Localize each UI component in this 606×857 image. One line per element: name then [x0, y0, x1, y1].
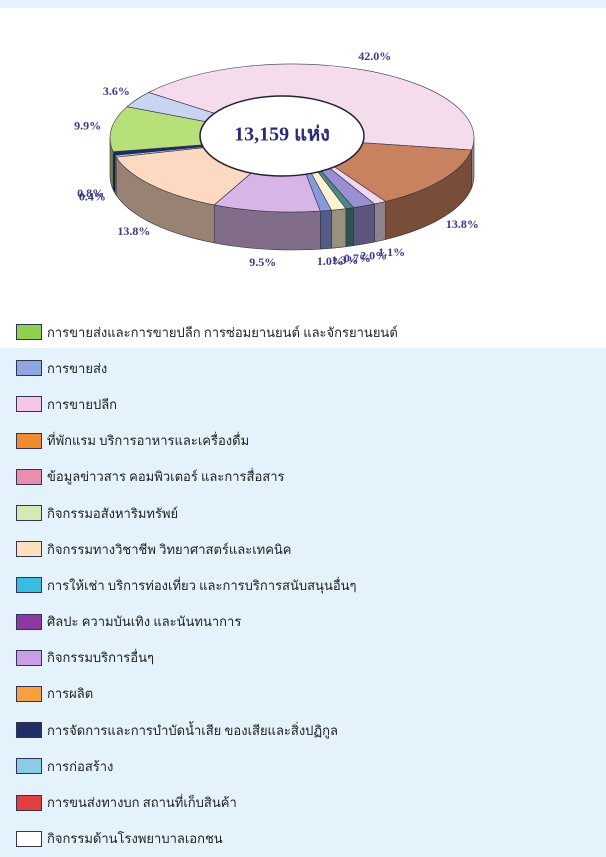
- legend-label: การขายส่ง: [47, 360, 108, 376]
- center-label: 13,159 แห่ง: [234, 124, 330, 146]
- value-label: 0.4%: [79, 189, 106, 203]
- value-label: 2.0%: [360, 249, 387, 263]
- legend-swatch: [16, 577, 42, 594]
- slice-wall: [353, 203, 375, 246]
- legend-item: กิจกรรมด้านโรงพยาบาลเอกชน: [16, 821, 398, 857]
- legend-label: ศิลปะ ความบันเทิง และนันทนาการ: [47, 614, 242, 630]
- legend-item: การจัดการและการบำบัดน้ำเสีย ของเสียและสิ…: [16, 712, 398, 748]
- legend-swatch: [16, 685, 42, 702]
- legend-swatch: [16, 722, 42, 739]
- legend-label: การจัดการและการบำบัดน้ำเสีย ของเสียและสิ…: [47, 722, 338, 738]
- value-label: 9.5%: [249, 255, 276, 269]
- legend-label: การขายปลีก: [47, 396, 118, 412]
- legend: การขายส่งและการขายปลีก การซ่อมยานยนต์ แล…: [16, 314, 398, 857]
- legend-swatch: [16, 758, 42, 775]
- legend-swatch: [16, 541, 42, 558]
- legend-item: การขายส่ง: [16, 350, 398, 386]
- legend-item: ที่พักแรม บริการอาหารและเครื่องดื่ม: [16, 423, 398, 459]
- legend-label: การให้เช่า บริการท่องเที่ยว และการบริการ…: [47, 577, 357, 593]
- value-label: 3.6%: [103, 84, 130, 98]
- legend-swatch: [16, 468, 42, 485]
- legend-label: การผลิต: [47, 686, 94, 702]
- legend-item: กิจกรรมอสังหาริมทรัพย์: [16, 495, 398, 531]
- slice-wall: [345, 207, 354, 248]
- legend-label: ที่พักแรม บริการอาหารและเครื่องดื่ม: [47, 433, 250, 449]
- value-label: 9.9%: [74, 119, 101, 133]
- value-label: 1.0%: [317, 254, 344, 268]
- legend-swatch: [16, 324, 42, 341]
- value-label: 13.8%: [446, 217, 479, 231]
- legend-item: การผลิต: [16, 676, 398, 712]
- legend-item: การขายส่งและการขายปลีก การซ่อมยานยนต์ แล…: [16, 314, 398, 350]
- value-label: 0.8%: [77, 186, 104, 200]
- legend-item: การก่อสร้าง: [16, 748, 398, 784]
- legend-label: การขนส่งทางบก สถานที่เก็บสินค้า: [47, 795, 237, 811]
- slice-wall: [331, 208, 347, 249]
- value-label: 1.1%: [378, 245, 405, 259]
- legend-label: กิจกรรมด้านโรงพยาบาลเอกชน: [47, 831, 223, 847]
- legend-item: กิจกรรมบริการอื่นๆ: [16, 640, 398, 676]
- legend-swatch: [16, 505, 42, 522]
- legend-label: การก่อสร้าง: [47, 758, 114, 774]
- value-label: 0.7%: [344, 251, 371, 265]
- legend-label: กิจกรรมบริการอื่นๆ: [47, 650, 154, 666]
- legend-swatch: [16, 613, 42, 630]
- value-label: 13.8%: [117, 224, 150, 238]
- legend-item: การขายปลีก: [16, 386, 398, 422]
- value-label: 42.0%: [358, 49, 391, 63]
- legend-swatch: [16, 396, 42, 413]
- chart: 13,159 แห่ง 42.0% 13.8% 1.1%2.0%0.7%1.3%1.0…: [74, 49, 479, 269]
- legend-label: กิจกรรมอสังหาริมทรัพย์: [47, 505, 179, 521]
- legend-swatch: [16, 360, 42, 377]
- legend-swatch: [16, 794, 42, 811]
- legend-item: ข้อมูลข่าวสาร คอมพิวเตอร์ และการสื่อสาร: [16, 459, 398, 495]
- legend-item: การขนส่งทางบก สถานที่เก็บสินค้า: [16, 784, 398, 820]
- slice-wall: [319, 209, 332, 250]
- legend-label: การขายส่งและการขายปลีก การซ่อมยานยนต์ แล…: [47, 324, 398, 340]
- legend-label: กิจกรรมทางวิชาชีพ วิทยาศาสตร์และเทคนิค: [47, 541, 292, 557]
- value-label: 1.3%: [331, 253, 358, 267]
- donut-hole: [199, 95, 365, 177]
- legend-label: ข้อมูลข่าวสาร คอมพิวเตอร์ และการสื่อสาร: [47, 469, 285, 485]
- slice-wall: [374, 201, 386, 243]
- legend-item: กิจกรรมทางวิชาชีพ วิทยาศาสตร์และเทคนิค: [16, 531, 398, 567]
- legend-swatch: [16, 432, 42, 449]
- legend-item: การให้เช่า บริการท่องเที่ยว และการบริการ…: [16, 567, 398, 603]
- legend-swatch: [16, 649, 42, 666]
- legend-item: ศิลปะ ความบันเทิง และนันทนาการ: [16, 604, 398, 640]
- legend-swatch: [16, 830, 42, 847]
